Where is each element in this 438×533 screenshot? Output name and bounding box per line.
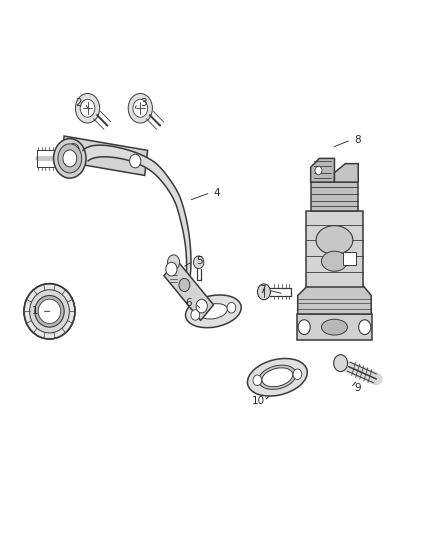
Text: 6: 6 xyxy=(185,298,192,309)
Polygon shape xyxy=(298,285,371,314)
Polygon shape xyxy=(83,145,191,282)
Polygon shape xyxy=(61,136,148,175)
Circle shape xyxy=(359,320,371,335)
Circle shape xyxy=(334,354,347,372)
Ellipse shape xyxy=(247,359,307,396)
Polygon shape xyxy=(311,182,358,211)
Circle shape xyxy=(166,262,177,276)
Circle shape xyxy=(191,310,200,320)
Circle shape xyxy=(80,99,95,117)
Circle shape xyxy=(298,320,310,335)
Ellipse shape xyxy=(38,299,61,324)
Ellipse shape xyxy=(63,150,77,167)
Polygon shape xyxy=(297,314,372,340)
Circle shape xyxy=(196,299,207,313)
Ellipse shape xyxy=(262,368,293,386)
Ellipse shape xyxy=(24,284,75,339)
Ellipse shape xyxy=(199,304,227,319)
Circle shape xyxy=(168,255,180,270)
Text: 8: 8 xyxy=(354,135,361,145)
Polygon shape xyxy=(343,252,356,265)
Circle shape xyxy=(128,93,152,123)
Ellipse shape xyxy=(58,144,82,173)
Text: 5: 5 xyxy=(196,256,203,266)
Circle shape xyxy=(68,143,79,157)
Polygon shape xyxy=(311,158,335,182)
Ellipse shape xyxy=(321,251,347,271)
Text: 1: 1 xyxy=(32,306,39,316)
Circle shape xyxy=(133,99,148,117)
Polygon shape xyxy=(306,211,363,287)
Polygon shape xyxy=(335,164,358,182)
Polygon shape xyxy=(164,260,213,320)
Text: 3: 3 xyxy=(140,98,147,108)
Circle shape xyxy=(293,369,302,379)
Circle shape xyxy=(253,375,261,385)
Circle shape xyxy=(75,93,100,123)
Circle shape xyxy=(194,256,204,269)
Circle shape xyxy=(227,302,236,313)
Ellipse shape xyxy=(179,278,190,292)
Ellipse shape xyxy=(316,225,353,255)
Circle shape xyxy=(315,166,322,175)
Ellipse shape xyxy=(35,295,64,327)
Ellipse shape xyxy=(258,365,296,390)
Circle shape xyxy=(258,284,270,300)
Ellipse shape xyxy=(53,139,86,178)
Ellipse shape xyxy=(30,290,69,333)
Text: 10: 10 xyxy=(251,396,265,406)
Text: 4: 4 xyxy=(214,188,220,198)
Text: 7: 7 xyxy=(259,285,265,295)
Ellipse shape xyxy=(262,368,293,386)
Text: 2: 2 xyxy=(75,98,82,108)
Ellipse shape xyxy=(185,295,241,328)
Text: 9: 9 xyxy=(354,383,361,393)
Ellipse shape xyxy=(321,319,347,335)
Circle shape xyxy=(130,154,141,168)
